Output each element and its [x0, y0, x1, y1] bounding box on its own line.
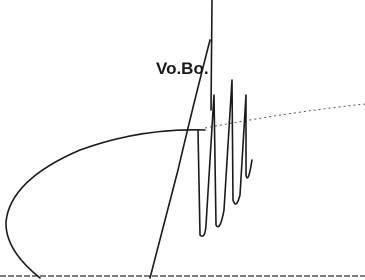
signature-vertical — [211, 0, 212, 110]
page: Vo.Bo. {"signature": {"label": "Vo.Bo."}… — [0, 0, 365, 280]
signature-scribble — [198, 80, 252, 236]
signature-area: Vo.Bo. — [0, 0, 365, 280]
approval-label: Vo.Bo. — [156, 59, 209, 78]
signature-loop — [6, 130, 205, 278]
